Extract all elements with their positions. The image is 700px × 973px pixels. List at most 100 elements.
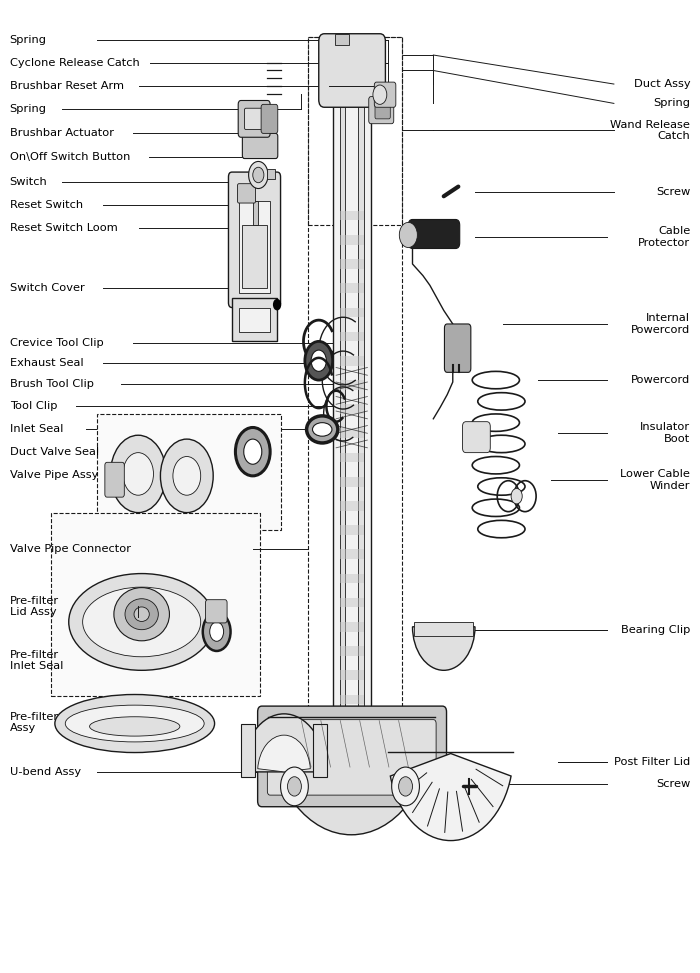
Bar bbox=[340, 283, 364, 293]
FancyBboxPatch shape bbox=[242, 133, 278, 159]
Bar bbox=[97, 414, 281, 530]
Text: Wand Release
Catch: Wand Release Catch bbox=[610, 120, 690, 141]
FancyBboxPatch shape bbox=[261, 104, 278, 133]
Bar bbox=[340, 742, 364, 752]
Bar bbox=[340, 404, 364, 414]
Text: Inlet Seal: Inlet Seal bbox=[10, 424, 63, 434]
FancyBboxPatch shape bbox=[375, 101, 391, 119]
Wedge shape bbox=[242, 714, 326, 772]
Text: Pre-filter
Inlet Seal: Pre-filter Inlet Seal bbox=[10, 650, 63, 671]
Bar bbox=[335, 34, 349, 46]
Ellipse shape bbox=[114, 588, 169, 641]
Text: Cable
Protector: Cable Protector bbox=[638, 226, 690, 248]
Text: Insulator
Boot: Insulator Boot bbox=[640, 422, 690, 444]
Bar bbox=[340, 501, 364, 511]
Circle shape bbox=[253, 167, 264, 183]
Wedge shape bbox=[290, 719, 413, 806]
Circle shape bbox=[123, 452, 153, 495]
Ellipse shape bbox=[83, 587, 201, 657]
Bar bbox=[340, 428, 364, 438]
Text: Brushbar Actuator: Brushbar Actuator bbox=[10, 128, 113, 138]
Circle shape bbox=[173, 456, 201, 495]
Circle shape bbox=[511, 488, 522, 504]
Bar bbox=[308, 37, 402, 226]
Text: Duct Assy: Duct Assy bbox=[634, 79, 690, 90]
Bar bbox=[340, 42, 364, 796]
Text: Pre-filter
Lid Assy: Pre-filter Lid Assy bbox=[10, 595, 59, 617]
Text: Screw: Screw bbox=[656, 778, 690, 788]
FancyBboxPatch shape bbox=[318, 34, 386, 107]
Bar bbox=[340, 259, 364, 269]
Bar bbox=[332, 37, 371, 801]
FancyBboxPatch shape bbox=[105, 462, 125, 497]
Text: Reset Switch: Reset Switch bbox=[10, 200, 83, 210]
Text: Brushbar Reset Arm: Brushbar Reset Arm bbox=[10, 81, 124, 91]
Text: Tool Clip: Tool Clip bbox=[10, 401, 57, 412]
Ellipse shape bbox=[65, 705, 204, 741]
FancyBboxPatch shape bbox=[374, 82, 395, 107]
Circle shape bbox=[210, 622, 223, 641]
Bar bbox=[239, 307, 270, 332]
Ellipse shape bbox=[307, 415, 338, 443]
Circle shape bbox=[281, 767, 308, 806]
Text: Lower Cable
Winder: Lower Cable Winder bbox=[620, 469, 690, 490]
Text: Brush Tool Clip: Brush Tool Clip bbox=[10, 378, 94, 389]
Circle shape bbox=[288, 776, 302, 796]
Bar bbox=[242, 226, 267, 288]
Circle shape bbox=[273, 299, 281, 310]
Wedge shape bbox=[391, 753, 511, 841]
Text: Post Filter Lid: Post Filter Lid bbox=[614, 757, 690, 768]
Text: Exhaust Seal: Exhaust Seal bbox=[10, 358, 83, 368]
Circle shape bbox=[244, 439, 262, 464]
Bar bbox=[414, 622, 473, 636]
Bar bbox=[340, 695, 364, 704]
Circle shape bbox=[248, 162, 268, 189]
Bar bbox=[340, 573, 364, 583]
Bar bbox=[340, 622, 364, 631]
FancyBboxPatch shape bbox=[228, 172, 281, 307]
Circle shape bbox=[399, 223, 417, 247]
Bar bbox=[340, 332, 364, 342]
Ellipse shape bbox=[125, 598, 158, 630]
Bar bbox=[340, 646, 364, 656]
Text: U-bend Assy: U-bend Assy bbox=[10, 767, 80, 776]
Text: Switch Cover: Switch Cover bbox=[10, 283, 85, 293]
Bar bbox=[241, 724, 255, 776]
Circle shape bbox=[305, 342, 332, 380]
Text: Duct Valve Seal: Duct Valve Seal bbox=[10, 447, 99, 456]
Bar bbox=[340, 719, 364, 729]
Bar bbox=[340, 356, 364, 366]
Text: Pre-filter
Assy: Pre-filter Assy bbox=[10, 712, 59, 734]
Bar bbox=[51, 513, 260, 697]
Bar bbox=[345, 47, 358, 791]
FancyBboxPatch shape bbox=[408, 220, 460, 248]
Circle shape bbox=[160, 439, 214, 513]
Bar bbox=[267, 169, 275, 179]
Circle shape bbox=[398, 776, 412, 796]
Text: Powercord: Powercord bbox=[631, 375, 690, 385]
FancyBboxPatch shape bbox=[369, 96, 394, 124]
Bar bbox=[340, 211, 364, 221]
Text: Valve Pipe Assy: Valve Pipe Assy bbox=[10, 470, 98, 480]
Bar bbox=[340, 452, 364, 462]
Bar bbox=[340, 550, 364, 559]
Text: Spring: Spring bbox=[10, 104, 47, 114]
Text: Crevice Tool Clip: Crevice Tool Clip bbox=[10, 339, 104, 348]
Text: Screw: Screw bbox=[656, 188, 690, 198]
FancyBboxPatch shape bbox=[244, 108, 265, 129]
FancyBboxPatch shape bbox=[206, 599, 227, 623]
Wedge shape bbox=[258, 736, 310, 772]
Circle shape bbox=[373, 85, 387, 104]
FancyBboxPatch shape bbox=[444, 324, 471, 373]
Ellipse shape bbox=[55, 695, 215, 752]
FancyBboxPatch shape bbox=[463, 421, 490, 452]
Wedge shape bbox=[412, 627, 475, 670]
Circle shape bbox=[111, 435, 166, 513]
Bar bbox=[308, 37, 402, 801]
Ellipse shape bbox=[69, 573, 215, 670]
Bar bbox=[232, 298, 277, 342]
Ellipse shape bbox=[312, 422, 332, 436]
Bar bbox=[340, 670, 364, 680]
Bar bbox=[340, 234, 364, 244]
Text: On\Off Switch Button: On\Off Switch Button bbox=[10, 152, 130, 162]
